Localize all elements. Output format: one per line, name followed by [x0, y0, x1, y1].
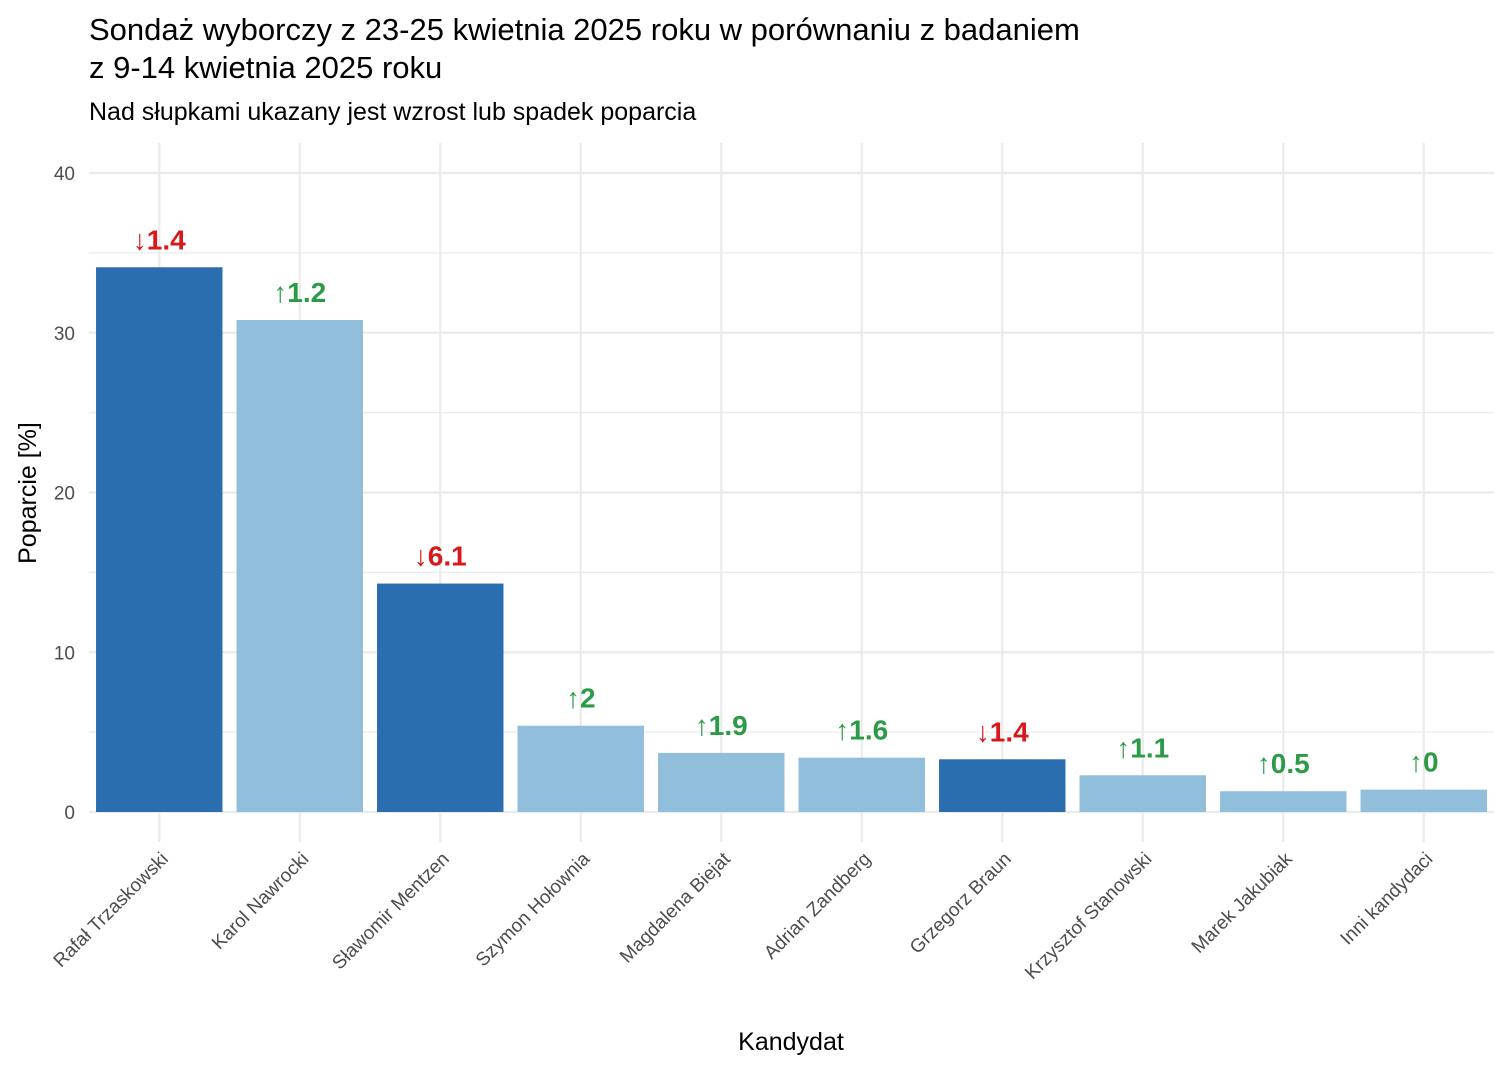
- bar: [1220, 791, 1347, 812]
- change-label: ↑1.6: [835, 715, 888, 746]
- y-tick-label: 30: [54, 324, 75, 345]
- change-label: ↓6.1: [414, 541, 467, 572]
- x-tick-label: Rafał Trzaskowski: [50, 849, 173, 972]
- bar: [939, 759, 1066, 812]
- change-label: ↑0: [1409, 747, 1439, 778]
- bars: [96, 267, 1487, 812]
- x-tick-label: Marek Jakubiak: [1188, 848, 1297, 957]
- bar: [658, 752, 785, 812]
- x-axis-title: Kandydat: [738, 1028, 844, 1056]
- x-tick-label: Adrian Zandberg: [760, 849, 875, 964]
- change-label: ↓1.4: [133, 224, 186, 255]
- bar: [236, 319, 363, 812]
- x-tick-label: Karol Nawrocki: [208, 849, 313, 954]
- change-label: ↑1.1: [1116, 732, 1169, 763]
- y-tick-label: 0: [64, 803, 75, 824]
- bar: [1360, 789, 1487, 812]
- x-tick-label: Krzysztof Stanowski: [1021, 849, 1156, 984]
- x-tick-label: Sławomir Mentzen: [328, 849, 453, 974]
- y-tick-label: 20: [54, 484, 75, 505]
- change-label: ↑2: [566, 683, 596, 714]
- y-tick-label: 40: [54, 164, 75, 185]
- change-label: ↑1.2: [273, 277, 326, 308]
- bar: [517, 725, 644, 812]
- bar: [1079, 775, 1206, 812]
- x-tick-label: Magdalena Biejat: [616, 848, 735, 967]
- change-labels: ↓1.4 ↑1.2 ↓6.1 ↑2 ↑1.9 ↑1.6 ↓1.4 ↑1.1 ↑0.5 ↑0: [133, 224, 1439, 779]
- y-axis-ticks: 0 10 20 30 40: [54, 164, 75, 824]
- x-tick-label: Inni kandydaci: [1337, 849, 1438, 950]
- bar: [377, 583, 504, 812]
- change-label: ↑1.9: [695, 710, 748, 741]
- bar: [798, 757, 925, 812]
- y-axis-title: Poparcie [%]: [14, 422, 42, 564]
- chart-title-line-1: Sondaż wyborczy z 23-25 kwietnia 2025 ro…: [89, 12, 1080, 47]
- x-axis-ticks: Rafał Trzaskowski Karol Nawrocki Sławomir …: [50, 848, 1438, 984]
- chart-subtitle: Nad słupkami ukazany jest wzrost lub spa…: [89, 98, 696, 126]
- y-tick-label: 10: [54, 643, 75, 664]
- change-label: ↑0.5: [1257, 748, 1310, 779]
- change-label: ↓1.4: [976, 716, 1029, 747]
- x-tick-label: Grzegorz Braun: [906, 849, 1016, 959]
- bar: [96, 267, 223, 812]
- x-tick-label: Szymon Hołownia: [472, 848, 595, 971]
- chart-title-line-2: z 9-14 kwietnia 2025 roku: [89, 50, 442, 85]
